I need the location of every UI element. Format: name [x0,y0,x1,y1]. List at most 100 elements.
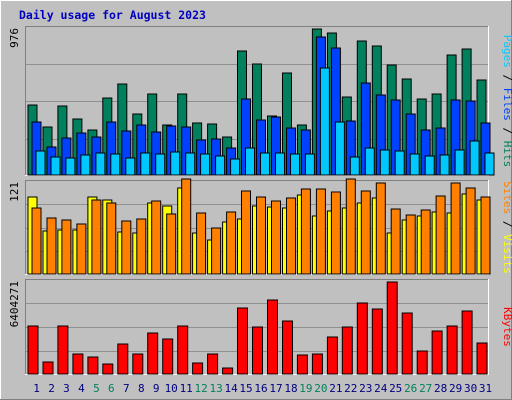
legend-separator: / [501,68,512,88]
bar-kbytes-19 [296,354,308,375]
bar-pages-8 [140,152,151,176]
day-label-15: 15 [239,382,252,395]
day-label-30: 30 [464,382,477,395]
bar-kbytes-30 [461,310,473,375]
day-label-7: 7 [123,382,130,395]
bar-pages-21 [334,121,345,176]
bar-kbytes-17 [267,299,278,375]
bar-sites-28 [435,195,446,275]
bar-pages-22 [349,156,360,176]
panel-legend: Sites / Visits [501,181,512,274]
legend-kbytes: KBytes [501,307,512,347]
legend-separator: / [501,121,512,141]
day-label-27: 27 [419,382,432,395]
day-label-23: 23 [359,382,372,395]
bar-kbytes-31 [476,342,488,375]
bar-sites-27 [420,209,431,275]
bar-pages-1 [35,150,46,176]
bar-kbytes-23 [356,302,368,375]
bar-pages-19 [304,153,315,176]
bar-sites-31 [480,196,491,275]
bar-pages-27 [424,155,435,176]
bar-sites-18 [286,197,296,275]
bar-kbytes-13 [207,353,219,375]
day-label-19: 19 [299,382,312,395]
bar-pages-11 [185,152,196,176]
bar-pages-23 [364,147,375,176]
bar-kbytes-21 [326,336,338,375]
day-label-5: 5 [93,382,100,395]
bar-kbytes-11 [177,325,189,375]
bar-kbytes-3 [57,325,69,375]
bar-pages-2 [50,156,61,176]
day-label-26: 26 [404,382,417,395]
bar-kbytes-22 [341,326,353,375]
day-label-6: 6 [108,382,115,395]
bar-kbytes-28 [431,330,443,375]
bar-kbytes-25 [386,281,398,375]
bar-sites-7 [121,220,132,275]
bar-sites-29 [450,182,461,275]
bar-sites-20 [315,188,326,275]
bar-pages-20 [319,67,330,176]
bar-sites-2 [46,217,57,275]
bar-sites-4 [76,223,87,275]
panel-legend: KBytes [501,307,512,347]
day-label-20: 20 [314,382,327,395]
legend-files: Files [501,88,512,121]
bar-pages-3 [65,157,76,176]
bar-pages-25 [394,150,405,176]
y-max-label: 6404271 [8,281,21,327]
bar-sites-24 [375,182,386,275]
day-label-10: 10 [165,382,178,395]
bar-pages-30 [469,140,480,176]
bar-sites-10 [166,213,177,275]
day-axis-labels: 1 2 3 4 5 6 7 8 9 10 11 12 13 14 15 16 17 18 19 20 21 22 23 24 2… [33,382,492,395]
day-label-14: 14 [224,382,238,395]
day-label-21: 21 [329,382,342,395]
legend-hits: Hits [501,141,512,168]
day-label-17: 17 [269,382,282,395]
bar-pages-9 [155,153,166,176]
bar-sites-11 [181,178,192,275]
bar-kbytes-7 [117,343,129,375]
bar-kbytes-10 [162,338,174,375]
day-label-1: 1 [33,382,40,395]
bar-pages-13 [215,155,226,176]
day-label-13: 13 [209,382,222,395]
y-max-label: 976 [8,28,21,48]
bar-pages-15 [245,147,255,176]
bar-kbytes-1 [27,325,39,375]
bar-pages-17 [275,152,285,176]
bar-kbytes-26 [401,312,413,375]
bar-kbytes-4 [72,353,84,375]
bar-pages-14 [230,158,241,176]
bar-sites-26 [405,214,416,275]
legend-sites: Sites [501,181,512,214]
bar-sites-15 [241,190,251,275]
bar-sites-30 [465,187,476,275]
bar-sites-1 [31,207,42,275]
bar-kbytes-20 [311,353,323,375]
bar-kbytes-5 [87,356,99,375]
bar-pages-28 [439,154,450,176]
bar-sites-21 [330,191,341,275]
legend-separator: / [501,214,512,234]
day-label-8: 8 [138,382,145,395]
bar-pages-26 [409,153,420,176]
legend-text: Pages / Files / Hits [501,35,512,168]
bar-pages-5 [95,152,106,176]
bar-kbytes-27 [416,350,428,375]
bar-kbytes-9 [147,332,159,375]
kbytes-panel: 6404271 KBytes [8,279,512,375]
day-label-11: 11 [180,382,193,395]
bar-sites-8 [136,218,147,275]
bar-kbytes-12 [192,362,204,375]
day-label-3: 3 [63,382,70,395]
bar-sites-9 [151,200,162,275]
bar-kbytes-24 [371,308,383,375]
bar-sites-19 [300,188,311,275]
day-label-31: 31 [479,382,492,395]
bar-pages-7 [125,157,136,176]
